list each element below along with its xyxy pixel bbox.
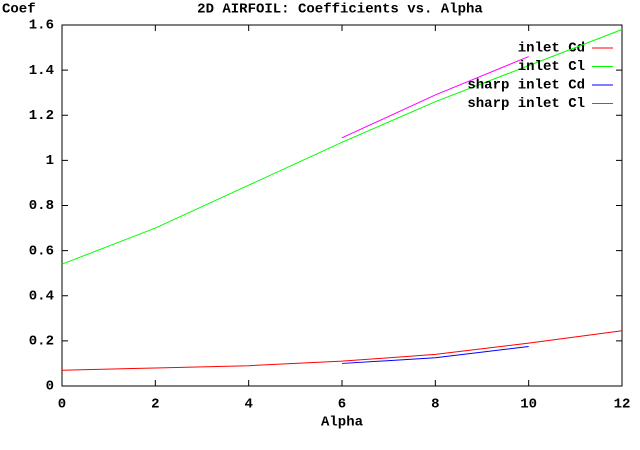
legend-label: sharp inlet Cl: [467, 96, 585, 112]
series-line: [61, 29, 623, 265]
y-tick-label: 1.2: [29, 108, 54, 124]
series-line: [341, 56, 529, 139]
series-line: [341, 346, 529, 364]
y-tick-label: 0.2: [29, 334, 54, 350]
x-tick-label: 0: [58, 397, 66, 413]
series-line: [61, 330, 623, 371]
x-tick-label: 8: [431, 397, 439, 413]
x-tick-label: 10: [520, 397, 537, 413]
legend-label: inlet Cd: [518, 41, 585, 57]
y-tick-label: 1.6: [29, 18, 54, 34]
x-tick-label: 6: [338, 397, 346, 413]
y-tick-label: 0.6: [29, 243, 54, 259]
y-tick-label: 1: [46, 153, 54, 169]
y-tick-label: 0.8: [29, 198, 54, 214]
x-axis-label: Alpha: [321, 415, 364, 431]
x-tick-label: 4: [244, 397, 252, 413]
legend-label: sharp inlet Cd: [467, 78, 585, 94]
y-tick-label: 0: [46, 379, 54, 395]
y-axis-label: Coef: [2, 2, 36, 18]
y-tick-label: 1.4: [29, 63, 54, 79]
legend-label: inlet Cl: [518, 59, 585, 75]
x-tick-label: 2: [151, 397, 159, 413]
chart-title: 2D AIRFOIL: Coefficients vs. Alpha: [197, 2, 483, 18]
y-tick-label: 0.4: [29, 288, 54, 304]
x-tick-label: 12: [614, 397, 631, 413]
